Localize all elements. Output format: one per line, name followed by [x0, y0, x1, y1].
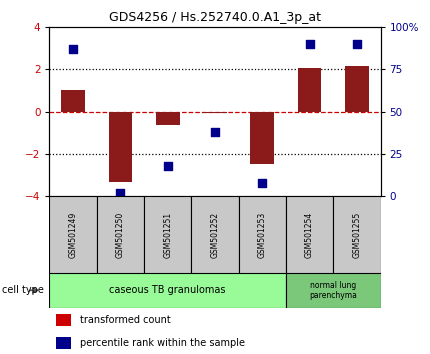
Text: GSM501255: GSM501255 [353, 211, 361, 258]
Point [306, 41, 313, 46]
Bar [49, 273, 286, 308]
Bar [56, 337, 71, 349]
Bar [56, 314, 71, 326]
Bar [286, 196, 333, 273]
Text: normal lung
parenchyma: normal lung parenchyma [309, 281, 357, 300]
Bar [298, 68, 321, 112]
Bar [333, 196, 381, 273]
Bar [156, 112, 180, 125]
Text: cell type: cell type [2, 285, 44, 295]
Text: percentile rank within the sample: percentile rank within the sample [80, 338, 245, 348]
Bar [97, 196, 144, 273]
Point [164, 163, 171, 169]
Bar [108, 112, 132, 182]
Bar [61, 90, 85, 112]
Text: GSM501251: GSM501251 [163, 211, 172, 258]
Text: transformed count: transformed count [80, 315, 170, 325]
Bar [345, 66, 369, 112]
Point [353, 41, 360, 46]
Text: GSM501250: GSM501250 [116, 211, 125, 258]
Text: caseous TB granulomas: caseous TB granulomas [110, 285, 226, 295]
Bar [203, 112, 227, 113]
Bar [191, 196, 239, 273]
Point [259, 180, 266, 186]
Point [117, 190, 124, 196]
Text: GSM501249: GSM501249 [69, 211, 77, 258]
Bar [144, 196, 191, 273]
Bar [239, 196, 286, 273]
Text: GSM501252: GSM501252 [211, 211, 219, 258]
Text: GSM501253: GSM501253 [258, 211, 267, 258]
Title: GDS4256 / Hs.252740.0.A1_3p_at: GDS4256 / Hs.252740.0.A1_3p_at [109, 11, 321, 24]
Bar [49, 196, 97, 273]
Point [212, 129, 218, 135]
Text: GSM501254: GSM501254 [305, 211, 314, 258]
Bar [250, 112, 274, 164]
Bar [286, 273, 381, 308]
Point [70, 46, 77, 51]
